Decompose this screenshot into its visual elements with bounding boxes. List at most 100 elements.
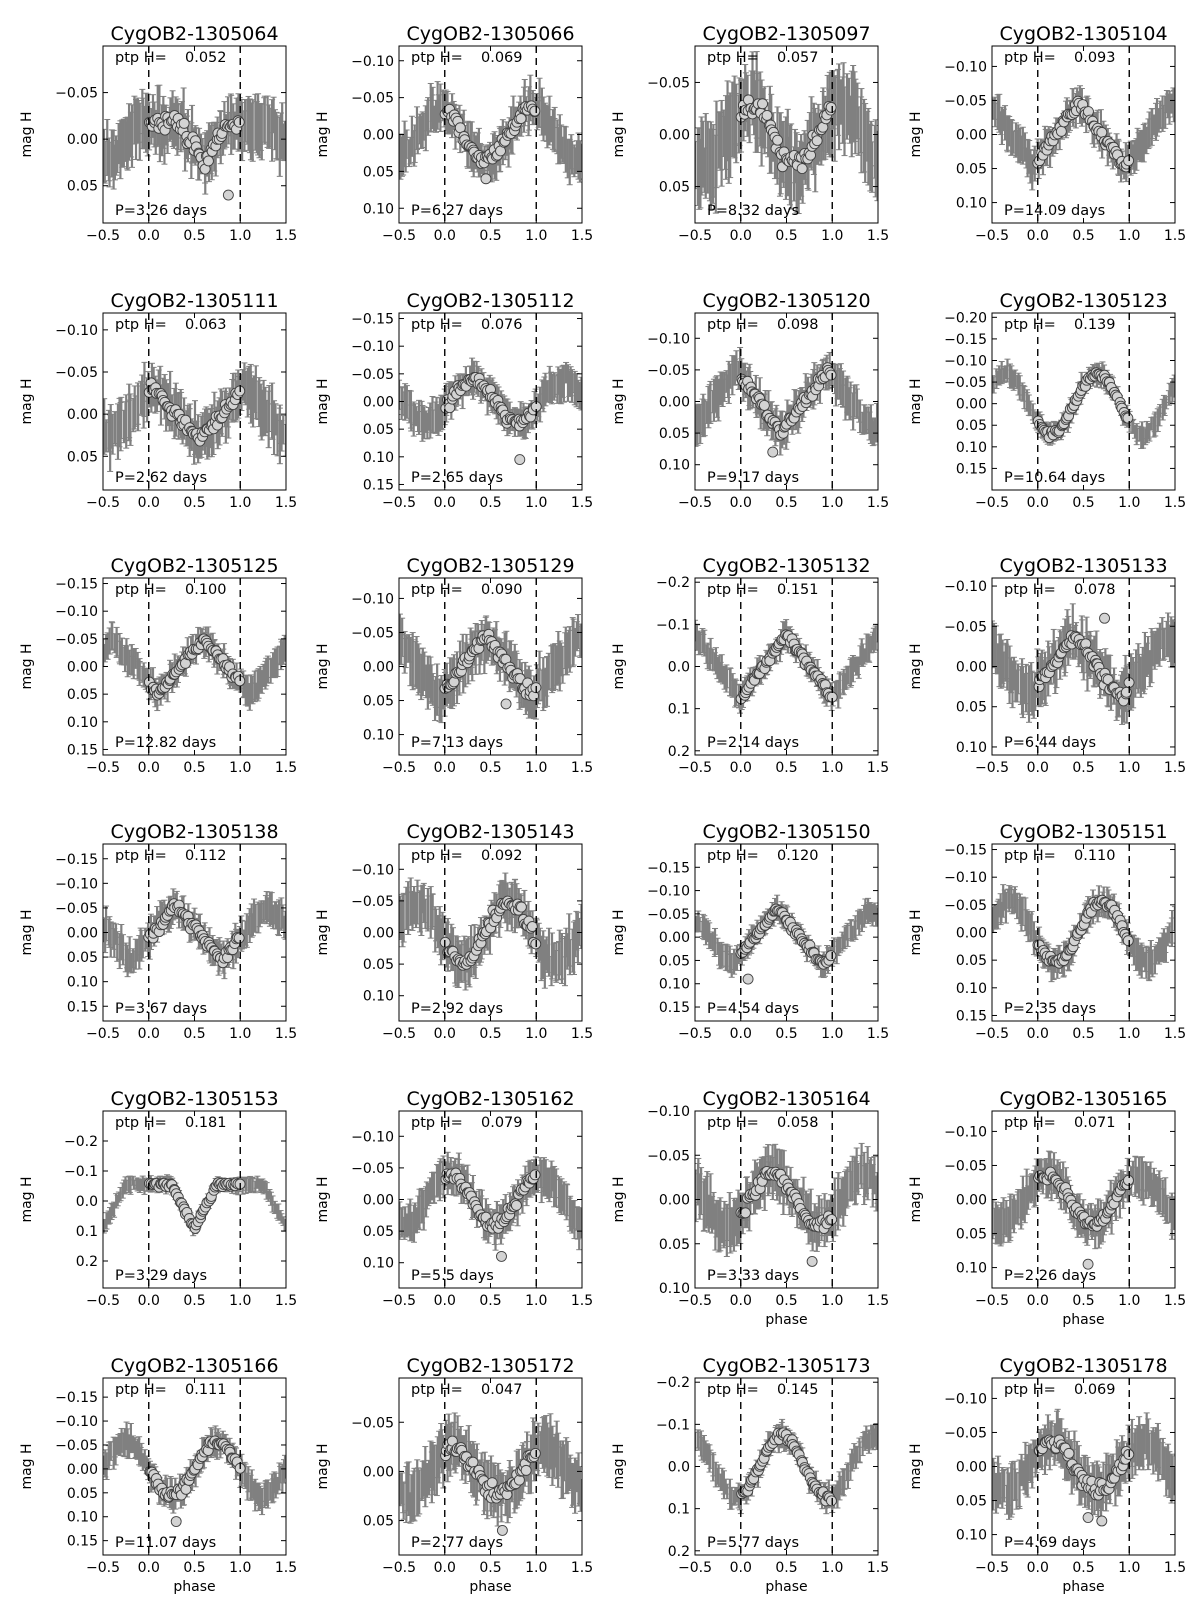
x-tick-label: 0.0 <box>730 228 752 244</box>
y-tick-label: 0.10 <box>956 196 987 212</box>
y-tick-label: 0.00 <box>659 128 690 144</box>
x-tick-label: 1.5 <box>867 228 889 244</box>
y-tick-label: 0.05 <box>363 422 394 438</box>
x-tick-label: 1.0 <box>821 228 843 244</box>
ptp-label: ptp H= <box>115 50 167 66</box>
period-label: P=6.27 days <box>411 203 503 219</box>
x-tick-label: 1.5 <box>275 760 297 776</box>
ptp-value: 0.076 <box>481 317 523 333</box>
y-tick-label: −0.10 <box>55 323 98 339</box>
y-axis-label: mag H <box>19 643 35 689</box>
y-tick-label: −0.10 <box>351 54 394 70</box>
x-tick-label: −0.5 <box>382 760 416 776</box>
data-point <box>1055 125 1067 137</box>
ptp-label: ptp H= <box>707 317 759 333</box>
x-tick-label: 1.0 <box>229 228 251 244</box>
data-point <box>811 135 823 147</box>
y-tick-label: 0.00 <box>67 407 98 423</box>
y-tick-label: 0.15 <box>363 477 394 493</box>
y-tick-label: −0.10 <box>944 59 987 75</box>
x-tick-label: 0.5 <box>183 495 205 511</box>
y-tick-label: −0.10 <box>351 591 394 607</box>
period-label: P=2.65 days <box>411 470 503 486</box>
panel-title: CygOB2-1305123 <box>999 290 1167 312</box>
x-tick-label: 1.5 <box>571 228 593 244</box>
data-point <box>178 117 190 129</box>
x-tick-label: 1.0 <box>525 495 547 511</box>
y-tick-label: 0.05 <box>956 418 987 434</box>
plot-area <box>399 613 582 724</box>
x-tick-label: −0.5 <box>86 495 120 511</box>
panel-CygOB2-1305104: −0.5 0.0 0.5 1.0 1.5 0.10 0.05 0.00 −0.05 −0.10 Cy… <box>908 23 1186 244</box>
data-point <box>772 134 784 146</box>
x-tick-label: 0.5 <box>183 760 205 776</box>
y-tick-label: 0.00 <box>956 397 987 413</box>
x-tick-label: 0.0 <box>1027 228 1049 244</box>
y-tick-label: −0.05 <box>351 625 394 641</box>
x-tick-label: 1.5 <box>1164 228 1186 244</box>
x-tick-label: −0.5 <box>975 495 1009 511</box>
outlier-point <box>514 454 526 466</box>
axes-frame <box>991 312 1176 491</box>
y-tick-label: −0.05 <box>647 75 690 91</box>
data-point <box>448 676 460 688</box>
ptp-label: ptp H= <box>411 50 463 66</box>
panel-CygOB2-1305132: −0.5 0.0 0.5 1.0 1.50.20.10.0−0.1−0.2CygOB2-… <box>611 555 889 776</box>
period-label: P=7.13 days <box>411 735 503 751</box>
outlier-point <box>767 446 779 458</box>
ptp-value: 0.090 <box>481 582 523 598</box>
y-tick-label: 0.00 <box>363 660 394 676</box>
outlier-point <box>480 173 492 185</box>
data-point <box>805 149 816 161</box>
y-tick-label: −0.05 <box>647 363 690 379</box>
period-label: P=12.82 days <box>115 735 216 751</box>
y-axis-label: mag H <box>315 378 331 424</box>
x-tick-label: 0.0 <box>138 495 160 511</box>
y-tick-label: 0.05 <box>67 179 98 195</box>
y-tick-label: −0.10 <box>55 604 98 620</box>
panel-CygOB2-1305120: −0.5 0.0 0.5 1.0 1.5 0.10 0.05 0.00 −0.05 −0.10 Cy… <box>611 290 889 511</box>
x-tick-label: 1.5 <box>571 760 593 776</box>
y-axis-label: mag H <box>19 378 35 424</box>
y-tick-label: 0.05 <box>659 426 690 442</box>
x-tick-label: 0.0 <box>434 228 456 244</box>
y-tick-label: −0.05 <box>55 86 98 102</box>
panel-CygOB2-1305123: −0.5 0.0 0.5 1.0 1.5 0.15 0.10 0.05 0.00 −0.05 −0.… <box>908 290 1186 511</box>
panel-CygOB2-1305111: −0.5 0.0 0.5 1.0 1.5 0.05 0.00 −0.05 −0.10 CygOB2… <box>19 290 297 511</box>
x-tick-label: 1.0 <box>821 495 843 511</box>
y-tick-label: 0.05 <box>67 449 98 465</box>
data-point <box>233 116 245 128</box>
ptp-value: 0.093 <box>1074 50 1116 66</box>
y-axis-label: mag H <box>611 378 627 424</box>
period-label: P=3.26 days <box>115 203 207 219</box>
period-label: P=10.64 days <box>1004 470 1105 486</box>
data-point <box>761 109 773 121</box>
data-point <box>825 369 837 381</box>
plot-area <box>103 361 286 472</box>
x-tick-label: 0.5 <box>479 495 501 511</box>
panel-title: CygOB2-1305097 <box>702 23 870 45</box>
period-label: P=8.32 days <box>707 203 799 219</box>
x-tick-label: 1.5 <box>1164 495 1186 511</box>
x-tick-label: 1.0 <box>1118 495 1140 511</box>
y-axis-label: mag H <box>315 643 331 689</box>
x-tick-label: 1.5 <box>867 495 889 511</box>
x-tick-label: 0.5 <box>479 228 501 244</box>
ptp-value: 0.139 <box>1074 317 1116 333</box>
plot-area <box>399 74 582 186</box>
panel-CygOB2-1305066: −0.5 0.0 0.5 1.0 1.5 0.10 0.05 0.00 −0.05 −0.10 Cy… <box>315 23 593 244</box>
x-tick-label: 0.5 <box>775 228 797 244</box>
x-tick-label: 0.5 <box>775 495 797 511</box>
x-tick-label: 0.0 <box>434 760 456 776</box>
panel-title: CygOB2-1305125 <box>110 555 278 577</box>
period-label: P=2.62 days <box>115 470 207 486</box>
ptp-value: 0.100 <box>185 582 227 598</box>
y-tick-label: 0.10 <box>363 201 394 217</box>
plot-area <box>695 51 878 215</box>
y-tick-label: −0.10 <box>351 339 394 355</box>
data-point <box>757 98 768 110</box>
outlier-point <box>500 698 512 710</box>
y-tick-label: −0.10 <box>944 353 987 369</box>
plot-area <box>399 357 582 466</box>
